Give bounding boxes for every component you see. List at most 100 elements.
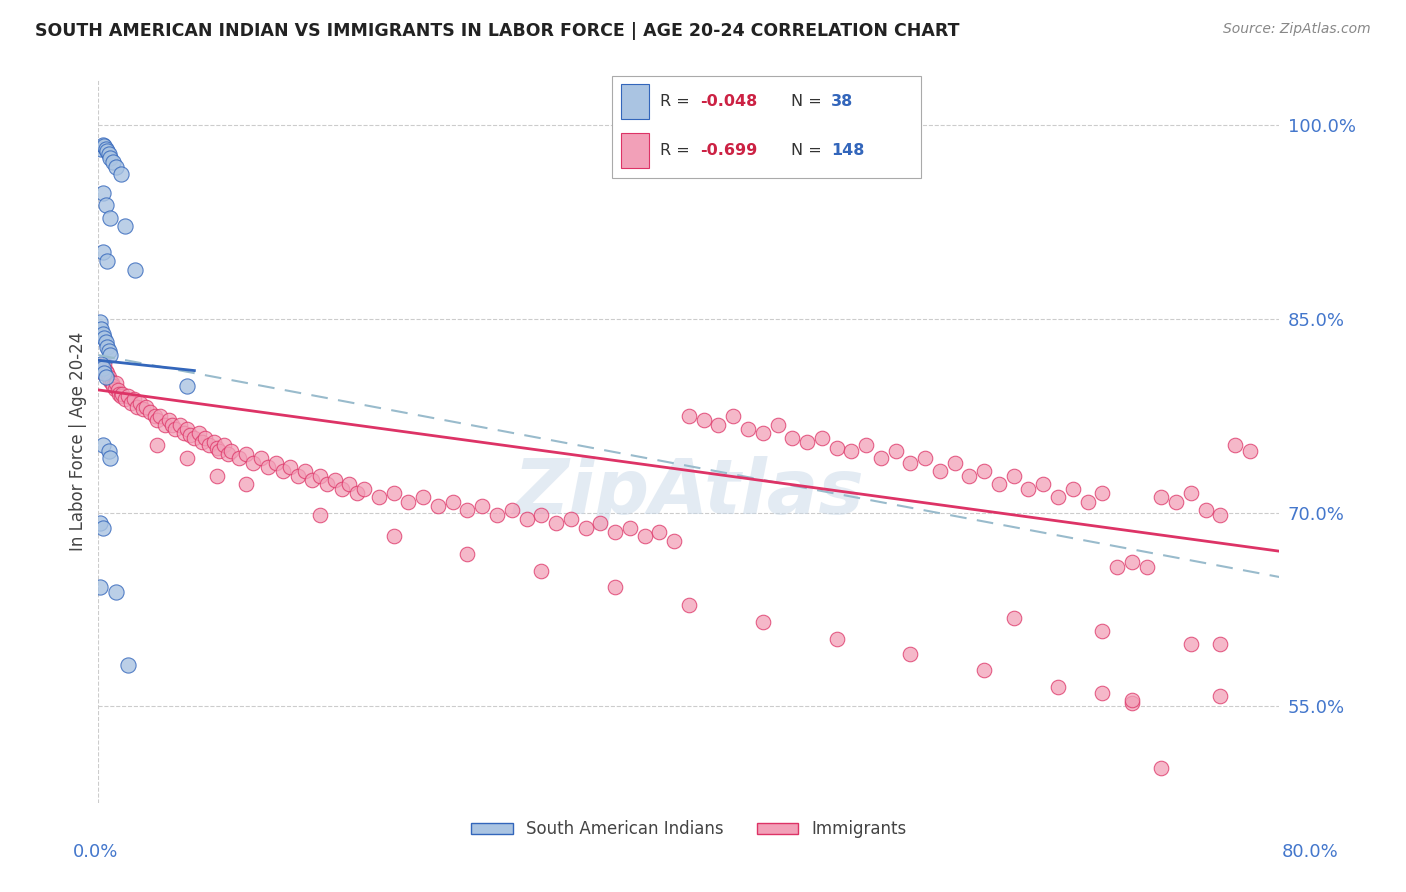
Text: 0.0%: 0.0% (73, 843, 118, 861)
Point (1180, 486, 1202, 500)
Point (723, 409, 745, 423)
Point (589, 516, 612, 530)
Point (1002, 611, 1025, 625)
Point (94, 335, 117, 350)
Point (382, 529, 405, 543)
Point (176, 379, 198, 393)
Point (1062, 483, 1084, 497)
Point (96, 366, 118, 380)
Point (162, 417, 183, 432)
Point (149, 409, 172, 423)
Point (1136, 559, 1159, 574)
Point (943, 457, 966, 471)
Point (530, 508, 553, 522)
Point (900, 457, 922, 471)
Point (1209, 508, 1232, 522)
Point (124, 263, 146, 277)
Point (516, 512, 538, 526)
Bar (621, 133, 648, 168)
Point (339, 477, 361, 491)
Point (90, 361, 112, 376)
Point (575, 521, 598, 535)
Point (212, 438, 235, 452)
Point (97, 146, 120, 161)
Point (89, 580, 111, 594)
Point (104, 382, 127, 396)
Point (96, 253, 118, 268)
Point (486, 508, 509, 522)
Point (1121, 692, 1143, 706)
Point (1046, 490, 1070, 504)
Point (664, 533, 686, 548)
Text: 80.0%: 80.0% (1282, 843, 1339, 861)
Point (825, 441, 848, 455)
Point (346, 486, 368, 500)
Point (457, 547, 479, 561)
Point (157, 412, 180, 426)
Point (1032, 477, 1054, 491)
Point (1195, 503, 1218, 517)
Text: 148: 148 (831, 144, 865, 158)
Point (110, 168, 132, 182)
Point (205, 441, 228, 455)
Point (959, 469, 981, 483)
Point (105, 160, 128, 174)
Point (398, 495, 420, 509)
Text: R =: R = (659, 144, 689, 158)
Point (91, 327, 114, 342)
Point (94, 370, 117, 384)
Point (1121, 697, 1143, 711)
Point (91, 361, 114, 376)
Point (412, 490, 434, 504)
Point (91, 244, 114, 259)
Point (187, 425, 209, 440)
Point (678, 409, 700, 423)
Point (1091, 486, 1114, 500)
Point (100, 376, 122, 391)
Point (103, 154, 125, 169)
Point (165, 422, 187, 436)
Point (108, 386, 131, 401)
Point (97, 443, 120, 458)
Point (280, 460, 302, 475)
Point (242, 457, 264, 471)
Point (619, 521, 641, 535)
Point (91, 137, 114, 152)
Point (117, 389, 139, 403)
Point (94, 363, 117, 377)
Point (94, 198, 117, 212)
Point (782, 431, 804, 445)
Point (294, 464, 316, 478)
Point (93, 331, 115, 345)
Text: N =: N = (792, 144, 821, 158)
Point (707, 417, 730, 432)
Point (96, 340, 118, 354)
Point (98, 211, 121, 226)
Point (309, 469, 332, 483)
Point (693, 412, 716, 426)
Legend: South American Indians, Immigrants: South American Indians, Immigrants (464, 814, 914, 845)
Point (205, 469, 228, 483)
Point (605, 580, 627, 594)
Point (235, 447, 257, 461)
Point (221, 443, 243, 458)
Point (914, 451, 936, 466)
Point (122, 392, 145, 406)
Point (96, 145, 118, 159)
Point (110, 389, 132, 403)
Point (90, 142, 112, 156)
Point (146, 412, 169, 426)
Point (900, 648, 922, 662)
Point (132, 402, 155, 417)
Point (173, 425, 195, 440)
Point (91, 521, 114, 535)
Text: N =: N = (792, 94, 821, 109)
Point (176, 451, 198, 466)
Point (93, 357, 115, 371)
Point (93, 139, 115, 153)
Point (634, 529, 657, 543)
Text: SOUTH AMERICAN INDIAN VS IMMIGRANTS IN LABOR FORCE | AGE 20-24 CORRELATION CHART: SOUTH AMERICAN INDIAN VS IMMIGRANTS IN L… (35, 22, 960, 40)
Point (114, 392, 136, 406)
Point (98, 348, 121, 362)
Point (208, 443, 231, 458)
